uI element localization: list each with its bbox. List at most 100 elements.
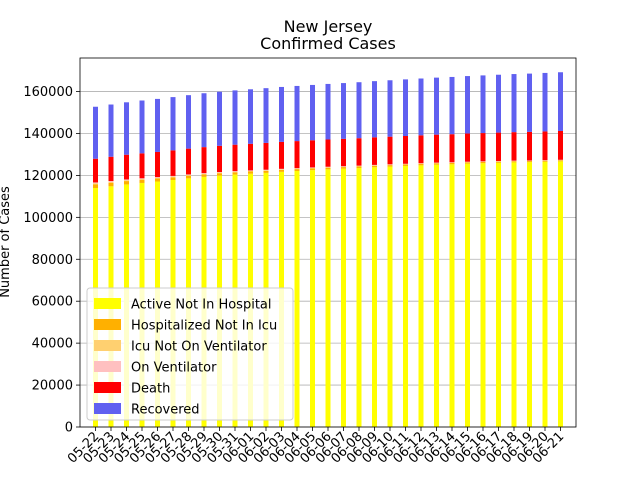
- bar-segment: [108, 156, 114, 182]
- bar-segment: [511, 161, 517, 163]
- bar-segment: [170, 175, 176, 177]
- bar-segment: [108, 181, 114, 182]
- bar-segment: [232, 144, 238, 172]
- y-tick-label: 20000: [32, 379, 73, 394]
- bar-segment: [356, 166, 362, 169]
- bar-segment: [403, 135, 408, 164]
- bar-segment: [310, 168, 315, 171]
- bar-segment: [387, 80, 393, 137]
- bar-segment: [527, 131, 532, 161]
- bar-segment: [511, 162, 517, 428]
- legend-swatch: [94, 298, 121, 309]
- bar-segment: [248, 171, 253, 174]
- bar-segment: [465, 133, 470, 162]
- bar-segment: [527, 162, 532, 427]
- y-axis-ticks: 0 20000 40000 60000 80000 100000 120000 140000 1…: [23, 85, 80, 436]
- bar-segment: [294, 171, 300, 427]
- bar-segment: [217, 145, 222, 173]
- bar-segment: [201, 93, 207, 148]
- bar-segment: [294, 85, 300, 142]
- bar-segment: [527, 161, 532, 163]
- y-tick-label: 60000: [32, 295, 73, 310]
- bar-segment: [155, 151, 160, 178]
- bar-segment: [496, 74, 501, 133]
- bar-segment: [465, 76, 470, 134]
- bar-segment: [155, 178, 160, 182]
- bar-segment: [170, 176, 176, 178]
- bar-segment: [263, 170, 269, 173]
- bar-segment: [341, 167, 346, 169]
- bar-segment: [558, 160, 563, 162]
- legend-swatch: [94, 361, 121, 372]
- bar-segment: [155, 98, 160, 152]
- legend-label: Recovered: [131, 403, 200, 418]
- y-tick-label: 80000: [32, 253, 73, 268]
- bar-segment: [279, 169, 284, 172]
- bar-segment: [372, 165, 377, 168]
- bar-segment: [480, 75, 486, 134]
- legend: Active Not In Hospital Hospitalized Not I…: [86, 287, 294, 421]
- bar-segment: [496, 162, 501, 428]
- bar-segment: [310, 167, 315, 169]
- legend-swatch: [94, 382, 121, 393]
- bar-segment: [108, 181, 114, 183]
- bar-segment: [372, 81, 377, 138]
- bar-segment: [263, 142, 269, 170]
- bar-segment: [232, 171, 238, 172]
- bar-segment: [403, 79, 408, 136]
- bar-segment: [124, 154, 129, 180]
- bar-segment: [465, 162, 470, 164]
- bar-segment: [232, 171, 238, 173]
- legend-label: Death: [131, 382, 170, 397]
- bar-segment: [263, 170, 269, 171]
- bar-segment: [93, 158, 98, 183]
- bar-segment: [201, 173, 207, 174]
- bar-segment: [418, 78, 424, 136]
- bar-segment: [310, 140, 315, 168]
- bar-segment: [279, 169, 284, 170]
- bar-segment: [325, 83, 331, 140]
- bar-segment: [403, 164, 408, 166]
- bar-segment: [248, 143, 253, 171]
- bar-segment: [496, 161, 501, 163]
- bar-segment: [558, 161, 563, 427]
- bar-segment: [325, 167, 331, 170]
- bar-segment: [325, 139, 331, 167]
- bar-segment: [139, 178, 145, 179]
- bar-segment: [124, 179, 129, 181]
- bar-segment: [449, 164, 455, 427]
- bar-segment: [139, 179, 145, 183]
- chart-title: New Jersey: [284, 17, 373, 36]
- bar-segment: [139, 153, 145, 179]
- bar-segment: [186, 95, 191, 149]
- bar-segment: [124, 180, 129, 182]
- bar-segment: [294, 141, 300, 169]
- bar-segment: [434, 134, 439, 163]
- y-tick-label: 40000: [32, 337, 73, 352]
- bar-segment: [418, 135, 424, 164]
- bar-segment: [124, 102, 129, 155]
- y-tick-label: 100000: [23, 211, 73, 226]
- legend-label: Hospitalized Not In Icu: [131, 319, 277, 334]
- bar-segment: [124, 181, 129, 185]
- bar-segment: [356, 138, 362, 166]
- legend-swatch: [94, 319, 121, 330]
- x-axis-ticks: 05-2205-2305-2405-2505-2605-2705-2805-29…: [65, 427, 567, 467]
- bar-segment: [511, 74, 517, 133]
- bar-segment: [217, 172, 222, 174]
- bar-segment: [356, 168, 362, 427]
- bar-segment: [93, 183, 98, 185]
- bar-segment: [434, 77, 439, 135]
- bar-segment: [480, 163, 486, 427]
- bar-segment: [186, 175, 191, 176]
- legend-swatch: [94, 340, 121, 351]
- bar-segment: [93, 182, 98, 184]
- bar-segment: [217, 91, 222, 146]
- bar-segment: [387, 166, 393, 428]
- bar-segment: [356, 82, 362, 139]
- legend-box: [86, 287, 294, 421]
- bar-segment: [217, 173, 222, 176]
- bar-segment: [434, 163, 439, 165]
- chart-subtitle: Confirmed Cases: [260, 34, 396, 53]
